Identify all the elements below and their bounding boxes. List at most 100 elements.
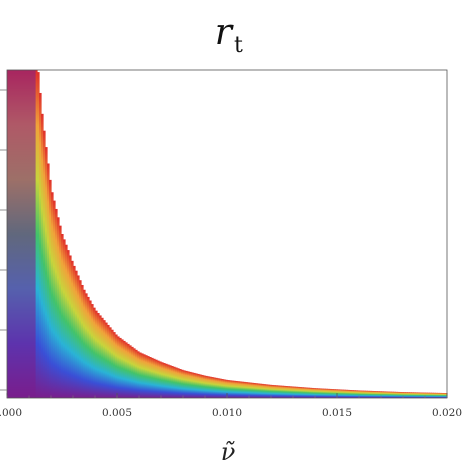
heatmap-strip: [255, 383, 258, 398]
heatmap-strip: [335, 389, 338, 398]
heatmap-strip: [57, 217, 60, 398]
heatmap-strip: [327, 388, 330, 398]
heatmap-strip: [325, 388, 328, 398]
heatmap-strip: [225, 379, 228, 398]
x-axis-label: ν̃: [221, 438, 236, 466]
heatmap-strip: [165, 363, 168, 398]
heatmap-strip: [377, 391, 380, 398]
heatmap-strip: [237, 381, 240, 398]
heatmap-strip: [339, 389, 342, 398]
heatmap-strip: [125, 342, 128, 398]
heatmap-strip: [137, 351, 140, 398]
heatmap-strip: [151, 357, 154, 398]
heatmap-strip: [177, 368, 180, 398]
heatmap-strip: [397, 391, 400, 398]
heatmap-strip: [445, 393, 448, 398]
heatmap-strip: [167, 364, 170, 398]
heatmap-strip: [187, 371, 190, 398]
heatmap-strip: [301, 387, 304, 398]
heatmap-strip: [323, 388, 326, 398]
x-axis: 0.000 0.005 0.010 0.015 0.020: [0, 393, 462, 419]
heatmap-strip: [207, 376, 210, 398]
heatmap-strip: [153, 358, 156, 398]
heatmap-strip: [275, 385, 278, 398]
heatmap-strip: [203, 375, 206, 398]
heatmap-strip: [191, 372, 194, 398]
heatmap-strip: [257, 383, 260, 398]
heatmap-strip: [443, 393, 446, 398]
heatmap-strip: [65, 244, 68, 398]
heatmap-strip: [169, 365, 172, 398]
heatmap-strip: [353, 390, 356, 398]
heatmap-strip: [235, 380, 238, 398]
heatmap-strip: [175, 367, 178, 398]
heatmap-strip: [403, 392, 406, 398]
heatmap-strip: [375, 391, 378, 398]
heatmap-strip: [227, 380, 230, 398]
heatmap-strip: [311, 387, 314, 398]
heatmap-core: [7, 70, 36, 398]
heatmap-strip: [439, 392, 442, 398]
heatmap-strip: [129, 345, 132, 398]
heatmap-strip: [195, 373, 198, 398]
heatmap-strip: [63, 239, 66, 398]
heatmap-strip: [315, 388, 318, 398]
heatmap-strip: [55, 208, 58, 398]
heatmap-strip: [121, 339, 124, 398]
heatmap-strip: [289, 386, 292, 398]
heatmap-strip: [303, 387, 306, 398]
heatmap-strip: [85, 293, 88, 398]
heatmap-strip: [433, 392, 436, 398]
heatmap-strip: [95, 310, 98, 398]
heatmap-strip: [223, 379, 226, 398]
heatmap-strip: [385, 391, 388, 398]
heatmap-strip: [229, 380, 232, 398]
heatmap-strip: [139, 352, 142, 398]
heatmap-strip: [133, 348, 136, 398]
heatmap-strip: [329, 388, 332, 398]
heatmap-strip: [349, 389, 352, 398]
heatmap-strip: [283, 385, 286, 398]
heatmap-strip: [201, 374, 204, 398]
heatmap-strip: [81, 284, 84, 398]
heatmap-strip: [365, 390, 368, 398]
heatmap-strip: [161, 362, 164, 398]
heatmap-strip: [417, 392, 420, 398]
heatmap-strip: [243, 381, 246, 398]
heatmap-strip: [171, 366, 174, 398]
heatmap-strip: [245, 382, 248, 398]
heatmap-strip: [209, 376, 212, 398]
heatmap-strip: [193, 372, 196, 398]
heatmap-strip: [363, 390, 366, 398]
heatmap-strip: [431, 392, 434, 398]
x-tick-label: 0.000: [0, 407, 22, 419]
heatmap-strip: [419, 392, 422, 398]
heatmap-strip: [45, 147, 48, 398]
heatmap-strip: [217, 378, 220, 398]
heatmap-strip: [309, 387, 312, 398]
heatmap-strip: [413, 392, 416, 398]
heatmap-strip: [249, 382, 252, 398]
heatmap-strip: [115, 334, 118, 398]
y-axis: [0, 89, 7, 391]
heatmap-strip: [395, 391, 398, 398]
heatmap-strip: [369, 390, 372, 398]
heatmap-strip: [43, 130, 46, 398]
heatmap-strip: [379, 391, 382, 398]
heatmap-strip: [159, 361, 162, 398]
heatmap-strip: [317, 388, 320, 398]
heatmap-strip: [367, 390, 370, 398]
heatmap-strip: [313, 388, 316, 398]
heatmap-strip: [145, 355, 148, 398]
heatmap-strip: [435, 392, 438, 398]
heatmap-strip: [331, 389, 334, 398]
heatmap-strip: [111, 329, 114, 398]
heatmap-strip: [37, 72, 40, 398]
heatmap-strip: [173, 366, 176, 398]
heatmap-strip: [93, 307, 96, 398]
heatmap-strip: [293, 386, 296, 398]
heatmap-strip: [351, 390, 354, 398]
heatmap-strip: [41, 113, 44, 398]
heatmap-strip: [295, 386, 298, 398]
heatmap-strip: [273, 385, 276, 398]
